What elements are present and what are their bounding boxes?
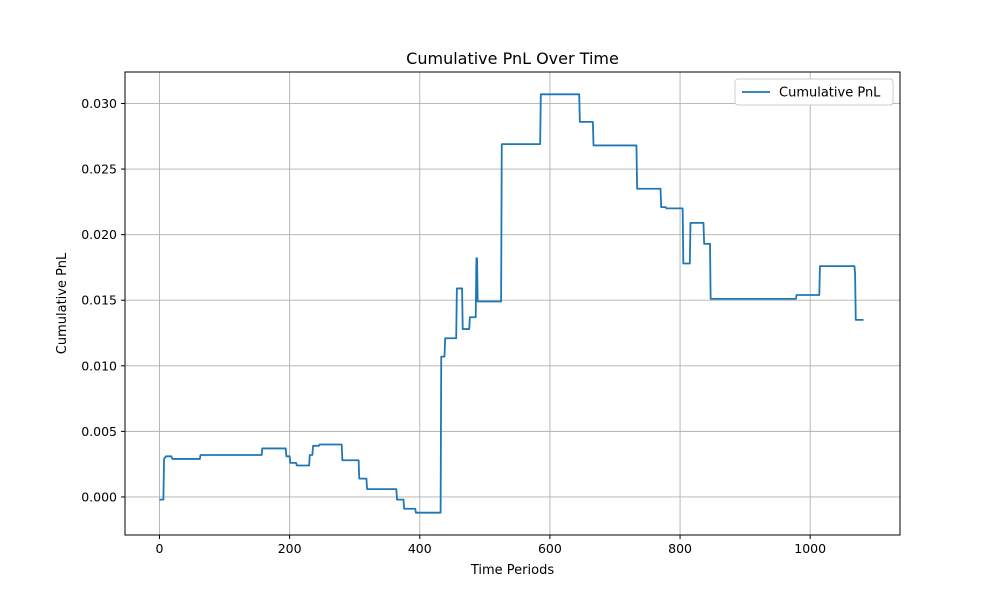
x-tick-label: 600: [538, 541, 562, 556]
y-tick-label: 0.000: [81, 489, 117, 504]
x-tick-label: 1000: [794, 541, 826, 556]
y-axis-label: Cumulative PnL: [55, 252, 70, 354]
x-tick-label: 200: [278, 541, 302, 556]
x-tick-label: 0: [156, 541, 164, 556]
plot-area: [125, 72, 900, 535]
x-axis-label: Time Periods: [470, 563, 554, 578]
series-layer: [159, 93, 864, 514]
y-tick-label: 0.010: [81, 358, 117, 373]
x-tick-label: 400: [408, 541, 432, 556]
legend: Cumulative PnL: [734, 78, 894, 106]
y-axis-ticks: 0.000 0.005 0.010 0.015 0.020 0.025 0.030: [81, 96, 125, 504]
series-line-cumulative-pnl: [159, 93, 864, 514]
legend-label: Cumulative PnL: [779, 86, 881, 101]
x-axis-ticks: 0 200 400 600 800 1000: [156, 535, 826, 556]
y-tick-label: 0.030: [81, 96, 117, 111]
y-tick-label: 0.020: [81, 227, 117, 242]
y-tick-label: 0.015: [81, 293, 117, 308]
y-tick-label: 0.025: [81, 162, 117, 177]
legend-box: [734, 78, 894, 106]
x-tick-label: 800: [668, 541, 692, 556]
grid: [125, 72, 900, 535]
chart-title: Cumulative PnL Over Time: [406, 49, 619, 68]
y-tick-label: 0.005: [81, 424, 117, 439]
plot-frame: [124, 71, 901, 536]
